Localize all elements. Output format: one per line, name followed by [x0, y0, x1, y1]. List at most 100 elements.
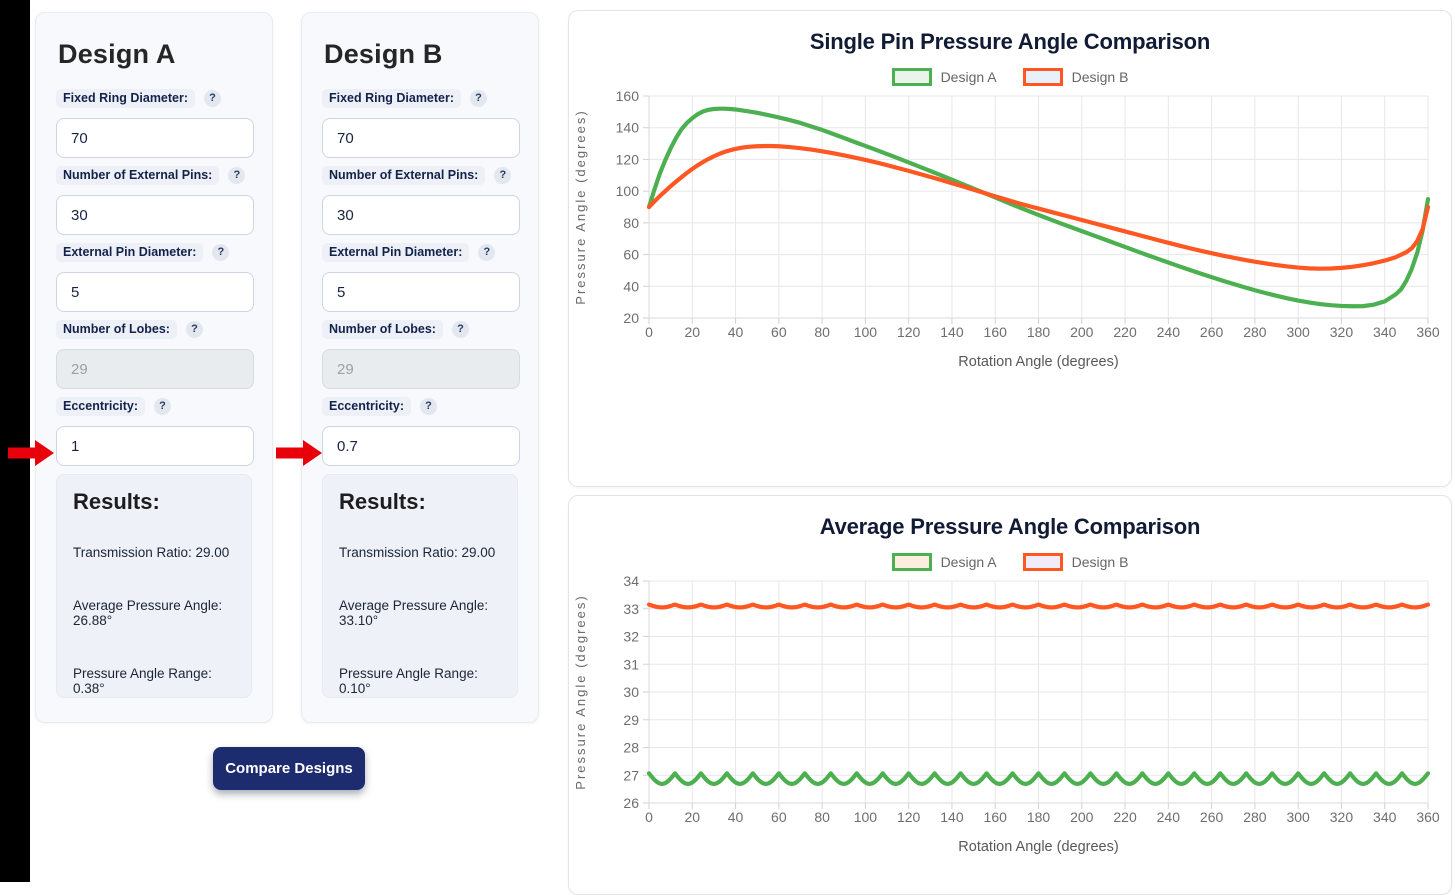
legend-swatch-design-a — [891, 68, 932, 86]
fixed-ring-diameter-input-b[interactable] — [322, 118, 520, 158]
transmission-ratio-result: Transmission Ratio: 29.00 — [73, 545, 230, 560]
results-box-a: Results: Transmission Ratio: 29.00 Avera… — [56, 474, 252, 698]
svg-text:180: 180 — [1027, 324, 1051, 340]
svg-text:260: 260 — [1200, 809, 1224, 825]
svg-text:31: 31 — [623, 656, 639, 672]
field-label-eccentricity: Eccentricity: — [56, 397, 146, 416]
svg-text:140: 140 — [940, 809, 964, 825]
chart-title: Average Pressure Angle Comparison — [819, 514, 1201, 539]
svg-text:300: 300 — [1286, 809, 1310, 825]
svg-text:220: 220 — [1113, 809, 1137, 825]
svg-text:40: 40 — [728, 809, 744, 825]
chart-legend: Design A Design B — [569, 553, 1451, 571]
legend-label: Design B — [1071, 69, 1129, 85]
svg-text:240: 240 — [1157, 324, 1181, 340]
field-number-of-lobes-a: Number of Lobes: ? — [56, 320, 254, 389]
help-icon[interactable]: ? — [204, 90, 222, 107]
field-label-external-pin-diameter: External Pin Diameter: — [56, 243, 204, 262]
red-arrow-pointing-to-eccentricity-a — [8, 440, 54, 466]
svg-text:Pressure Angle (degrees): Pressure Angle (degrees) — [573, 594, 588, 789]
svg-text:160: 160 — [616, 88, 640, 104]
svg-text:140: 140 — [616, 120, 640, 136]
field-label-number-of-lobes: Number of Lobes: — [322, 320, 443, 339]
svg-text:160: 160 — [984, 809, 1008, 825]
help-icon[interactable]: ? — [478, 244, 496, 261]
help-icon[interactable]: ? — [212, 244, 230, 261]
compare-designs-button[interactable]: Compare Designs — [213, 747, 365, 790]
svg-text:80: 80 — [814, 809, 830, 825]
field-label-number-external-pins: Number of External Pins: — [56, 166, 220, 185]
field-label-number-of-lobes: Number of Lobes: — [56, 320, 177, 339]
help-icon[interactable]: ? — [185, 321, 203, 338]
field-label-eccentricity: Eccentricity: — [322, 397, 412, 416]
panel-title-design-a: Design A — [58, 39, 176, 69]
legend-item-design-b[interactable]: Design B — [1022, 68, 1129, 86]
svg-text:140: 140 — [940, 324, 964, 340]
svg-text:220: 220 — [1113, 324, 1137, 340]
help-icon[interactable]: ? — [154, 398, 172, 415]
field-external-pin-diameter-a: External Pin Diameter: ? — [56, 243, 254, 312]
svg-text:340: 340 — [1373, 324, 1397, 340]
fixed-ring-diameter-input-a[interactable] — [56, 118, 254, 158]
results-heading: Results: — [73, 489, 160, 514]
svg-text:26: 26 — [623, 795, 639, 811]
help-icon[interactable]: ? — [228, 167, 246, 184]
field-eccentricity-b: Eccentricity: ? — [322, 397, 520, 466]
eccentricity-input-a[interactable] — [56, 426, 254, 466]
svg-text:80: 80 — [623, 215, 639, 231]
svg-text:100: 100 — [854, 809, 878, 825]
external-pin-diameter-input-a[interactable] — [56, 272, 254, 312]
svg-text:20: 20 — [684, 324, 700, 340]
help-icon[interactable]: ? — [420, 398, 438, 415]
svg-text:340: 340 — [1373, 809, 1397, 825]
svg-text:160: 160 — [984, 324, 1008, 340]
legend-item-design-a[interactable]: Design A — [891, 553, 997, 571]
eccentricity-input-b[interactable] — [322, 426, 520, 466]
help-icon[interactable]: ? — [470, 90, 488, 107]
field-number-external-pins-b: Number of External Pins: ? — [322, 166, 520, 235]
svg-text:80: 80 — [814, 324, 830, 340]
pressure-angle-range-result: Pressure Angle Range: 0.10° — [339, 666, 478, 696]
svg-text:280: 280 — [1243, 324, 1267, 340]
svg-text:200: 200 — [1070, 324, 1094, 340]
svg-text:Rotation Angle (degrees): Rotation Angle (degrees) — [958, 354, 1118, 370]
svg-text:60: 60 — [771, 324, 787, 340]
design-panel-b: Design B Fixed Ring Diameter: ? Number o… — [301, 12, 539, 723]
pressure-angle-range-result: Pressure Angle Range: 0.38° — [73, 666, 212, 696]
svg-text:27: 27 — [623, 767, 639, 783]
legend-item-design-a[interactable]: Design A — [891, 68, 997, 86]
help-icon[interactable]: ? — [494, 167, 512, 184]
average-pressure-angle-result: Average Pressure Angle: 33.10° — [339, 598, 489, 628]
average-pressure-angle-result: Average Pressure Angle: 26.88° — [73, 598, 223, 628]
field-external-pin-diameter-b: External Pin Diameter: ? — [322, 243, 520, 312]
svg-text:32: 32 — [623, 629, 639, 645]
chart-title: Single Pin Pressure Angle Comparison — [809, 29, 1211, 54]
svg-text:300: 300 — [1286, 324, 1310, 340]
field-fixed-ring-diameter-b: Fixed Ring Diameter: ? — [322, 89, 520, 158]
field-fixed-ring-diameter-a: Fixed Ring Diameter: ? — [56, 89, 254, 158]
number-external-pins-input-b[interactable] — [322, 195, 520, 235]
svg-text:200: 200 — [1070, 809, 1094, 825]
number-of-lobes-input-b — [322, 349, 520, 389]
svg-text:28: 28 — [623, 740, 639, 756]
svg-text:34: 34 — [623, 573, 639, 589]
svg-text:120: 120 — [897, 324, 921, 340]
svg-text:320: 320 — [1330, 324, 1354, 340]
legend-item-design-b[interactable]: Design B — [1022, 553, 1128, 571]
svg-text:29: 29 — [623, 712, 639, 728]
results-box-b: Results: Transmission Ratio: 29.00 Avera… — [322, 474, 518, 698]
field-label-fixed-ring-diameter: Fixed Ring Diameter: — [322, 89, 462, 108]
field-number-of-lobes-b: Number of Lobes: ? — [322, 320, 520, 389]
help-icon[interactable]: ? — [451, 321, 469, 338]
single-pin-pressure-angle-chart-card: Single Pin Pressure Angle Comparison Des… — [568, 10, 1452, 487]
external-pin-diameter-input-b[interactable] — [322, 272, 520, 312]
number-external-pins-input-a[interactable] — [56, 195, 254, 235]
legend-swatch-design-a — [891, 553, 932, 571]
svg-text:0: 0 — [645, 324, 653, 340]
svg-text:280: 280 — [1243, 809, 1267, 825]
panel-title-design-b: Design B — [324, 39, 443, 69]
single-pin-pressure-angle-plot: 0 20 40 60 80 100 120 140 160 180 200 220 240 260 280 3… — [573, 88, 1440, 370]
legend-label: Design A — [940, 69, 997, 85]
field-label-external-pin-diameter: External Pin Diameter: — [322, 243, 470, 262]
